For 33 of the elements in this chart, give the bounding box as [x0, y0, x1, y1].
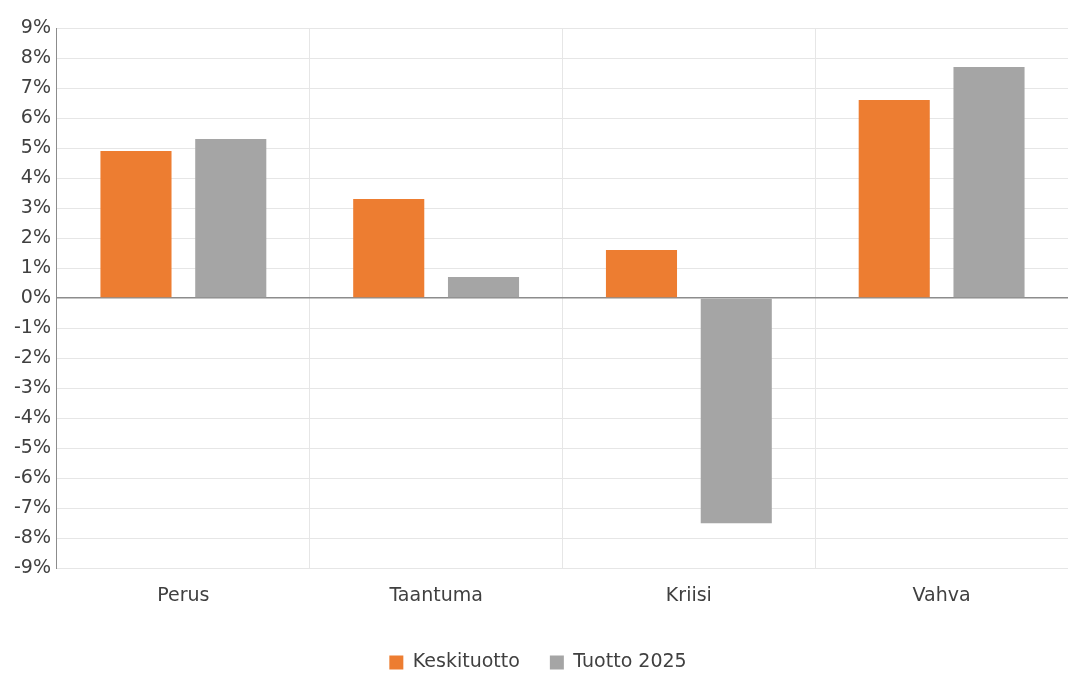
y-tick-label: -6%: [14, 465, 51, 488]
y-tick-label: 4%: [20, 164, 51, 187]
bar: [858, 100, 930, 298]
bar: [447, 277, 520, 298]
y-tick-label: -8%: [14, 525, 51, 548]
x-tick-label: Perus: [157, 582, 210, 605]
y-tick-label: 6%: [20, 104, 51, 127]
legend-label: Tuotto 2025: [572, 649, 687, 672]
y-tick-label: -5%: [14, 435, 51, 458]
x-tick-label: Taantuma: [388, 582, 483, 605]
y-tick-label: 3%: [20, 195, 51, 217]
y-tick-label: -3%: [14, 375, 51, 398]
bar: [353, 199, 425, 298]
y-tick-label: 7%: [20, 74, 51, 97]
y-tick-label: 0%: [20, 285, 51, 308]
legend-label: Keskituotto: [412, 649, 520, 672]
y-tick-label: 5%: [20, 134, 51, 157]
bar: [700, 298, 772, 524]
y-tick-label: 1%: [20, 255, 51, 278]
bar: [953, 67, 1025, 298]
y-tick-label: -7%: [14, 495, 51, 518]
y-tick-label: -2%: [14, 345, 51, 368]
y-tick-label: -9%: [14, 555, 51, 578]
y-tick-label: 8%: [20, 44, 51, 67]
bar: [100, 151, 172, 298]
bar: [195, 139, 267, 298]
y-tick-label: 9%: [20, 14, 51, 37]
y-tick-label: 2%: [20, 225, 51, 248]
x-tick-label: Kriisi: [665, 582, 712, 605]
y-tick-label: -1%: [14, 315, 51, 338]
bar: [605, 250, 678, 298]
x-tick-label: Vahva: [912, 582, 971, 605]
y-tick-label: -4%: [14, 405, 51, 428]
